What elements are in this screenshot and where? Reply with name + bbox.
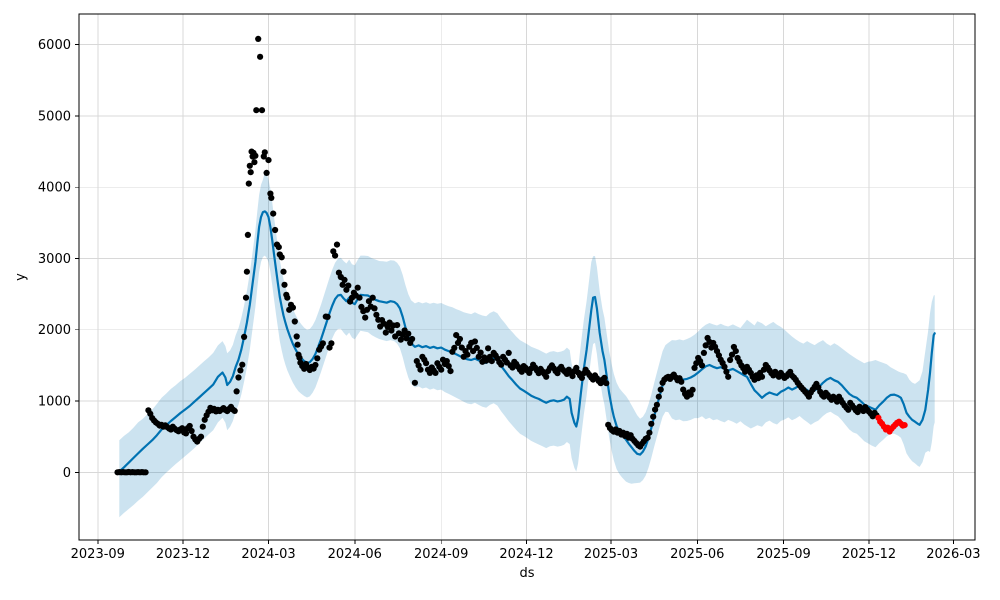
actual-points <box>114 35 880 476</box>
axis-ticks <box>75 44 954 544</box>
y-tick-label: 6000 <box>38 38 71 53</box>
x-tick-label: 2025-12 <box>842 547 896 562</box>
x-tick-label: 2025-06 <box>670 547 724 562</box>
uncertainty-band <box>119 172 935 518</box>
x-tick-label: 2023-09 <box>71 547 125 562</box>
x-tick-label: 2024-09 <box>414 547 468 562</box>
x-axis-label: ds <box>519 566 535 581</box>
tick-labels: 2023-09 2023-12 2024-03 2024-06 2024-09 2024-… <box>38 38 981 562</box>
grid-lines <box>79 14 975 540</box>
x-tick-label: 2025-09 <box>756 547 810 562</box>
y-tick-label: 5000 <box>38 109 71 124</box>
x-tick-label: 2026-03 <box>926 547 980 562</box>
y-tick-label: 2000 <box>38 323 71 338</box>
y-axis-label: y <box>13 273 29 281</box>
plot-frame <box>78 13 976 541</box>
x-tick-label: 2023-12 <box>156 547 210 562</box>
y-tick-label: 4000 <box>38 181 71 196</box>
y-tick-label: 3000 <box>38 252 71 267</box>
x-tick-label: 2024-06 <box>328 547 382 562</box>
y-tick-label: 0 <box>63 466 71 481</box>
x-tick-label: 2024-12 <box>499 547 553 562</box>
x-tick-label: 2025-03 <box>584 547 638 562</box>
recent-anomaly-points <box>875 414 908 435</box>
x-tick-label: 2024-03 <box>241 547 295 562</box>
y-tick-label: 1000 <box>38 395 71 410</box>
